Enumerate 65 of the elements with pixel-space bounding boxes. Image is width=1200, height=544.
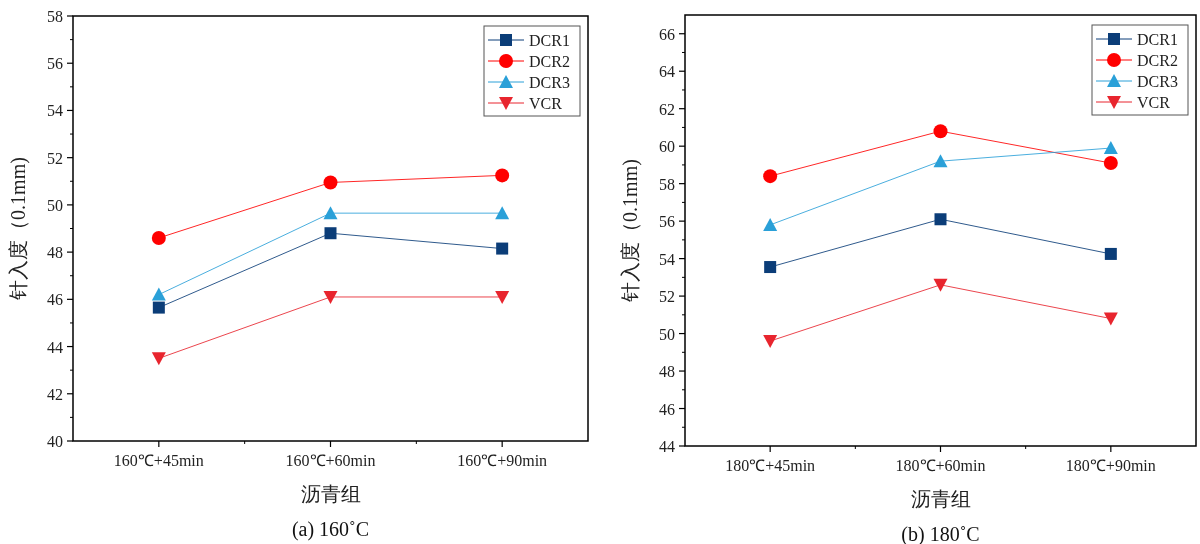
point <box>933 124 948 139</box>
x-tick-label: 160℃+90min <box>457 452 548 469</box>
point <box>1103 312 1118 326</box>
point <box>763 335 778 349</box>
point <box>763 169 778 184</box>
x-tick-label: 180℃+90min <box>1065 457 1156 474</box>
y-tick-label: 40 <box>47 433 63 450</box>
point <box>151 287 166 301</box>
point <box>933 154 948 168</box>
y-tick-label: 50 <box>659 325 675 343</box>
legend-label: VCR <box>1137 94 1171 111</box>
y-tick-label: 42 <box>47 385 63 403</box>
point <box>934 213 947 226</box>
point <box>1104 247 1117 260</box>
x-tick-label: 180℃+60min <box>895 457 986 474</box>
y-tick-label: 56 <box>47 55 63 73</box>
point <box>496 242 509 255</box>
text: (a) 160˚C <box>291 518 370 541</box>
y-tick-label: 52 <box>47 149 63 167</box>
point <box>495 206 510 220</box>
y-tick-label: 52 <box>659 288 675 306</box>
x-axis-title: 沥青组 <box>910 488 971 510</box>
point <box>495 168 510 183</box>
legend-label: DCR1 <box>1137 31 1178 48</box>
y-tick-label: 62 <box>659 100 675 118</box>
point <box>1103 141 1118 155</box>
x-axis-title: 沥青组 <box>300 483 361 505</box>
point <box>933 278 948 292</box>
point <box>323 290 338 304</box>
legend-label: DCR1 <box>529 32 570 49</box>
legend-label: VCR <box>529 95 563 112</box>
point <box>151 230 166 245</box>
y-tick-label: 64 <box>659 63 675 81</box>
point <box>1103 156 1118 171</box>
y-tick-label: 44 <box>47 338 63 356</box>
point <box>151 352 166 366</box>
point <box>152 301 165 314</box>
y-tick-label: 66 <box>659 25 675 43</box>
y-tick-label: 46 <box>47 291 63 309</box>
x-tick-label: 160℃+60min <box>285 452 376 469</box>
legend-label: DCR3 <box>1137 73 1178 90</box>
y-tick-label: 58 <box>659 175 675 193</box>
y-axis-title: 针入度（0.1mm) <box>619 159 642 303</box>
point <box>495 290 510 304</box>
y-tick-label: 60 <box>659 138 675 156</box>
point <box>324 227 337 240</box>
y-tick-label: 58 <box>47 8 63 25</box>
y-tick-label: 44 <box>659 438 675 455</box>
point <box>763 217 778 231</box>
y-tick-label: 54 <box>47 102 63 120</box>
y-axis-title: 针入度（0.1mm) <box>7 157 30 301</box>
legend-label: DCR2 <box>529 53 570 70</box>
y-tick-label: 48 <box>47 244 63 262</box>
y-tick-label: 56 <box>659 213 675 231</box>
point <box>764 261 777 274</box>
y-tick-label: 46 <box>659 400 675 418</box>
point <box>323 206 338 220</box>
y-tick-label: 50 <box>47 196 63 214</box>
legend-label: DCR2 <box>1137 52 1178 69</box>
point <box>323 175 338 190</box>
y-tick-label: 48 <box>659 363 675 381</box>
y-tick-label: 54 <box>659 250 675 268</box>
legend-label: DCR3 <box>529 74 570 91</box>
x-tick-label: 180℃+45min <box>725 457 816 474</box>
x-tick-label: 160℃+45min <box>113 452 204 469</box>
